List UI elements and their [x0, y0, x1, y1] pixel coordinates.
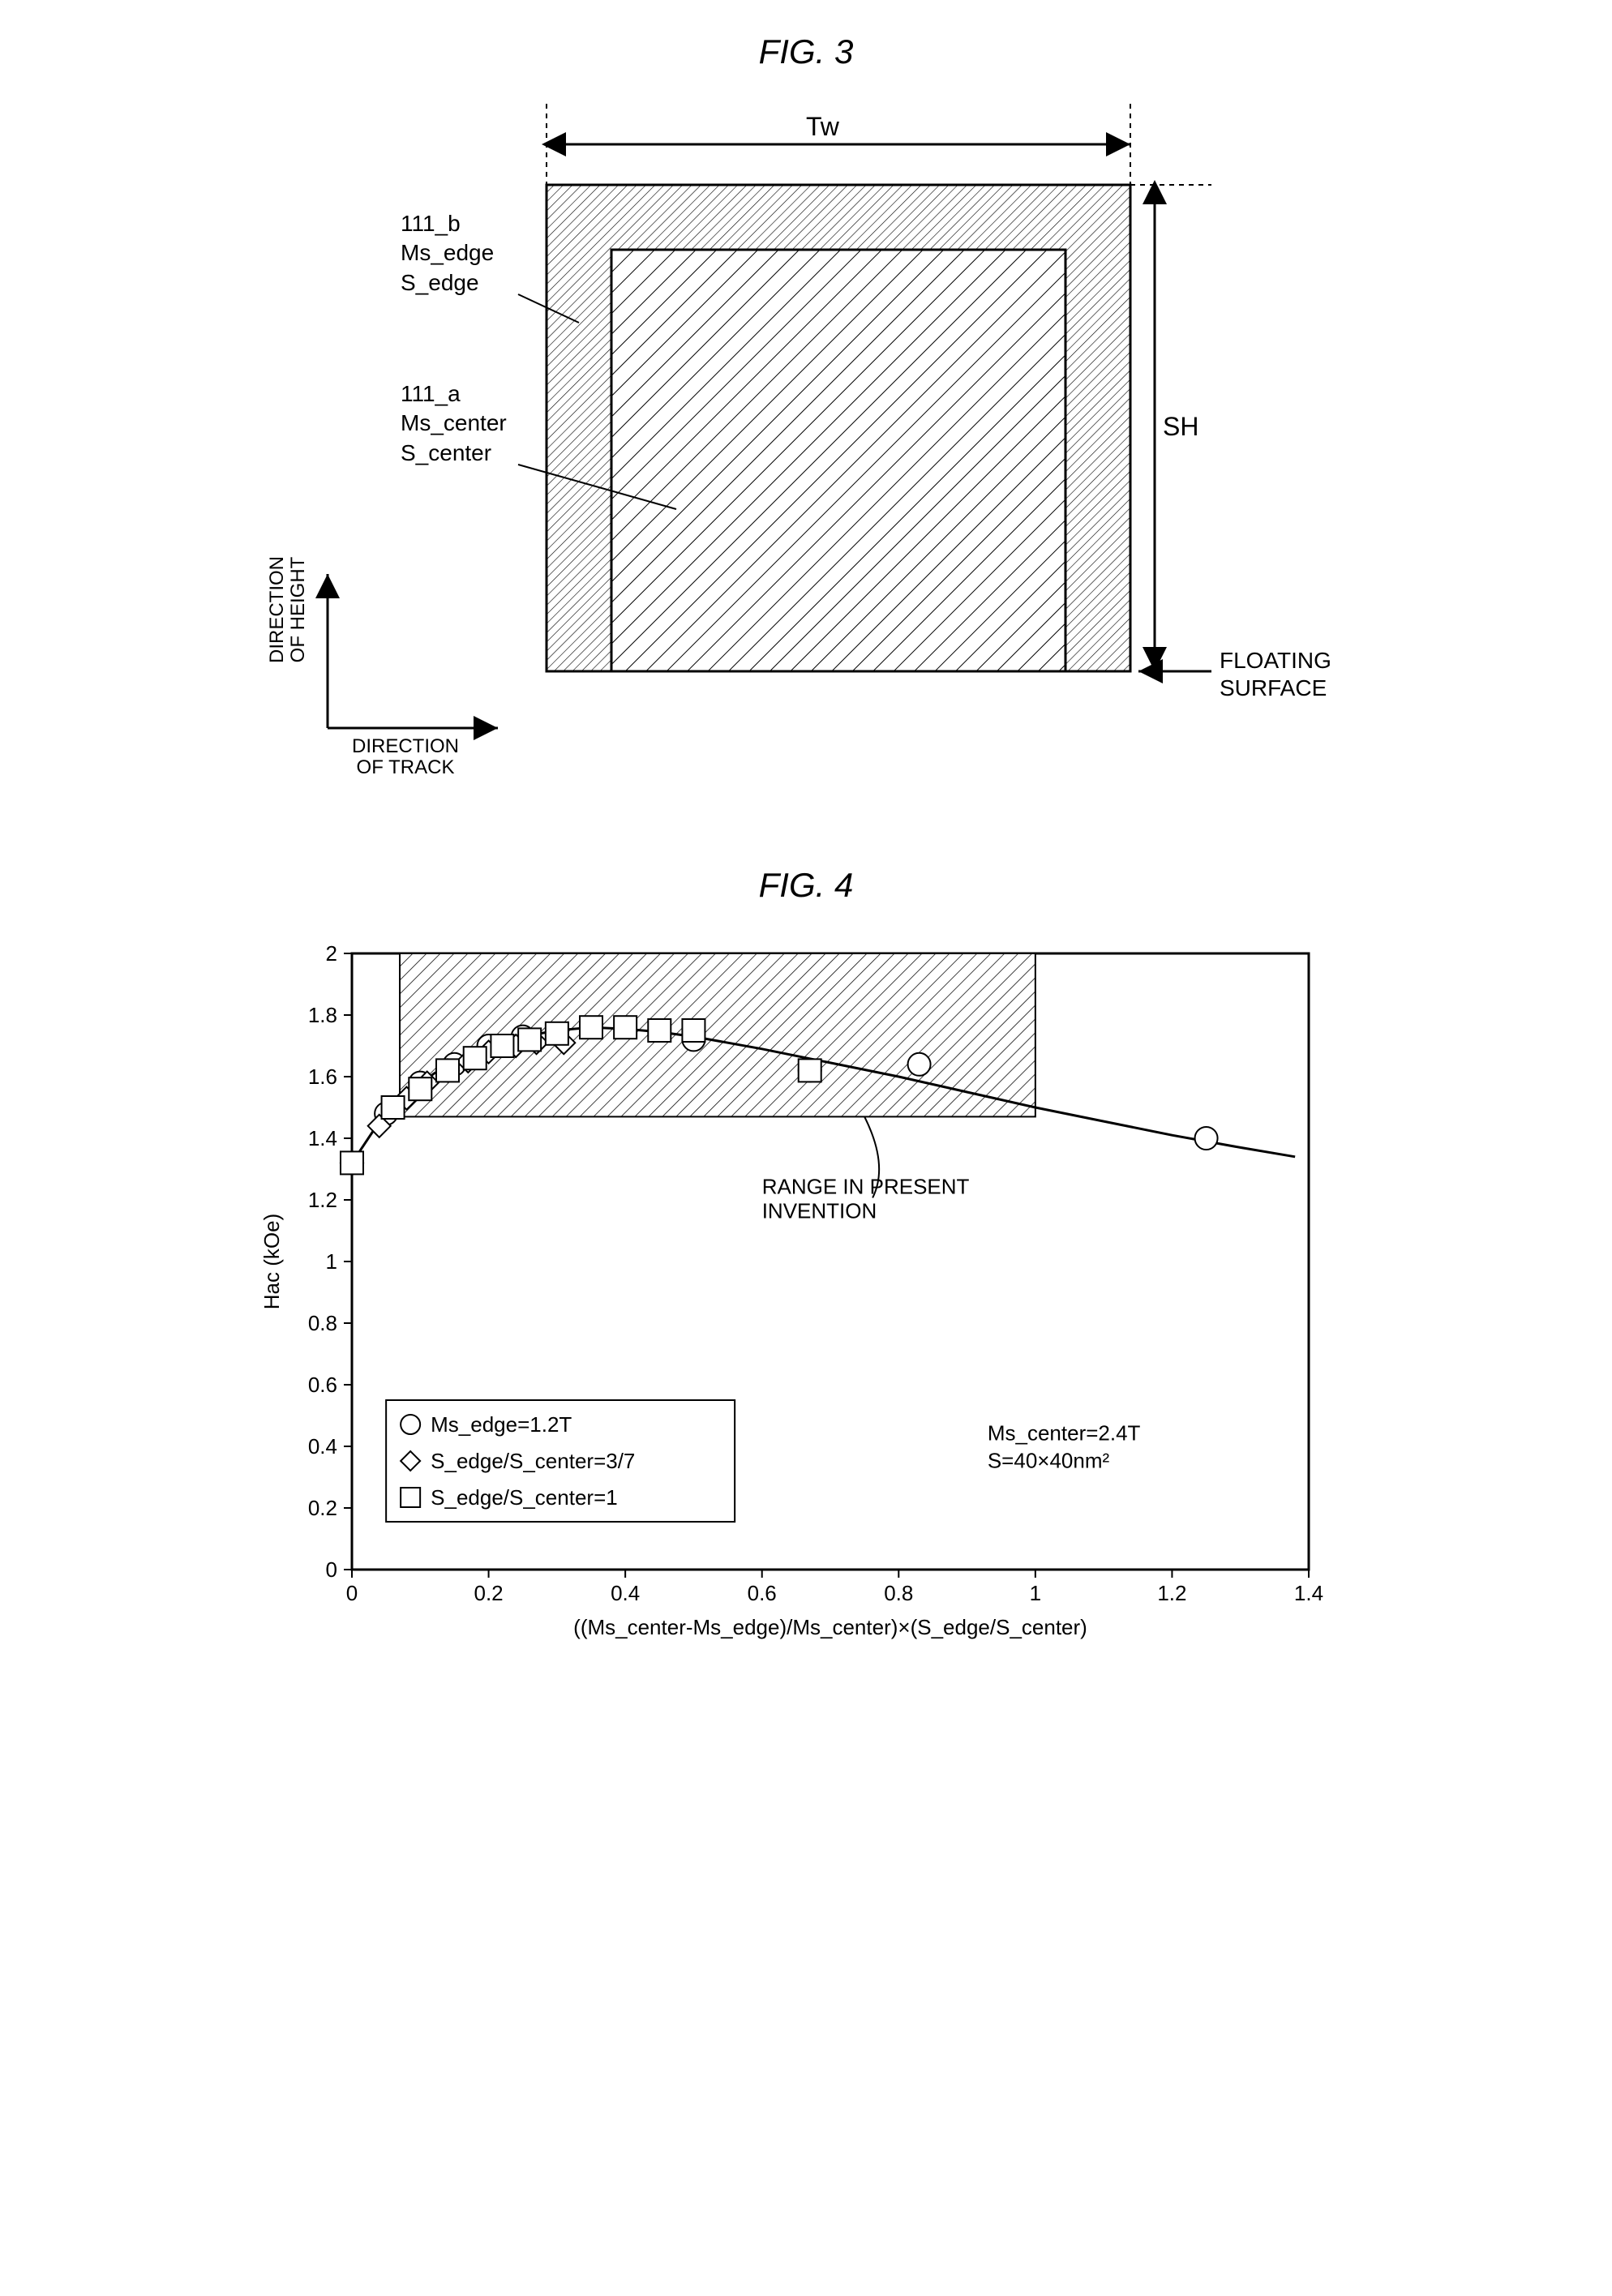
svg-text:INVENTION: INVENTION: [762, 1198, 877, 1223]
svg-text:RANGE IN PRESENT: RANGE IN PRESENT: [762, 1174, 970, 1198]
svg-text:1.4: 1.4: [1294, 1581, 1323, 1605]
fig4-title: FIG. 4: [238, 866, 1374, 905]
fig4-chart: 0 0.2 0.4 0.6 0.8 1 1.2 1.4 0 0.2 0.4 0.6 0.8 1 1.2 1.4…: [238, 921, 1374, 1667]
svg-text:S_edge/S_center=1: S_edge/S_center=1: [431, 1485, 618, 1510]
svg-text:1: 1: [326, 1249, 337, 1274]
svg-text:Ms_center=2.4T: Ms_center=2.4T: [988, 1420, 1141, 1445]
svg-text:0.8: 0.8: [308, 1311, 337, 1335]
svg-text:0.2: 0.2: [474, 1581, 503, 1605]
svg-text:0.8: 0.8: [884, 1581, 913, 1605]
svg-text:1.6: 1.6: [308, 1064, 337, 1089]
svg-text:0.2: 0.2: [308, 1496, 337, 1520]
svg-text:S_edge/S_center=3/7: S_edge/S_center=3/7: [431, 1449, 635, 1473]
svg-text:1.2: 1.2: [1157, 1581, 1186, 1605]
svg-text:0: 0: [326, 1557, 337, 1582]
svg-text:0.6: 0.6: [308, 1373, 337, 1397]
direction-track-label: DIRECTION OF TRACK: [352, 736, 459, 779]
svg-text:0.6: 0.6: [748, 1581, 777, 1605]
svg-text:((Ms_center-Ms_edge)/Ms_center: ((Ms_center-Ms_edge)/Ms_center)×(S_edge/…: [573, 1615, 1087, 1639]
label-111a: 111_a Ms_center S_center: [401, 379, 507, 468]
svg-text:Hac (kOe): Hac (kOe): [259, 1214, 284, 1309]
svg-text:1: 1: [1030, 1581, 1041, 1605]
svg-text:0.4: 0.4: [308, 1434, 337, 1459]
sh-label: SH: [1163, 412, 1198, 442]
svg-text:0: 0: [346, 1581, 358, 1605]
floating-surface-label: FLOATING SURFACE: [1220, 647, 1331, 701]
svg-text:1.2: 1.2: [308, 1188, 337, 1212]
figure-3: FIG. 3 111_b Ms_edge S_edge 111_a Ms_cen…: [238, 32, 1374, 817]
svg-text:1.8: 1.8: [308, 1003, 337, 1027]
fig3-title: FIG. 3: [238, 32, 1374, 71]
label-111b: 111_b Ms_edge S_edge: [401, 209, 494, 298]
svg-text:1.4: 1.4: [308, 1126, 337, 1150]
direction-height-label: DIRECTION OF HEIGHT: [267, 556, 310, 663]
svg-text:S=40×40nm²: S=40×40nm²: [988, 1448, 1110, 1472]
svg-text:2: 2: [326, 941, 337, 966]
svg-text:0.4: 0.4: [611, 1581, 640, 1605]
figure-4: FIG. 4 0 0.2 0.4 0.6 0.8 1 1.2 1.4 0 0.2 0.4 0.6 0.8…: [238, 866, 1374, 1667]
svg-text:Ms_edge=1.2T: Ms_edge=1.2T: [431, 1412, 572, 1437]
tw-label: Tw: [806, 112, 839, 142]
